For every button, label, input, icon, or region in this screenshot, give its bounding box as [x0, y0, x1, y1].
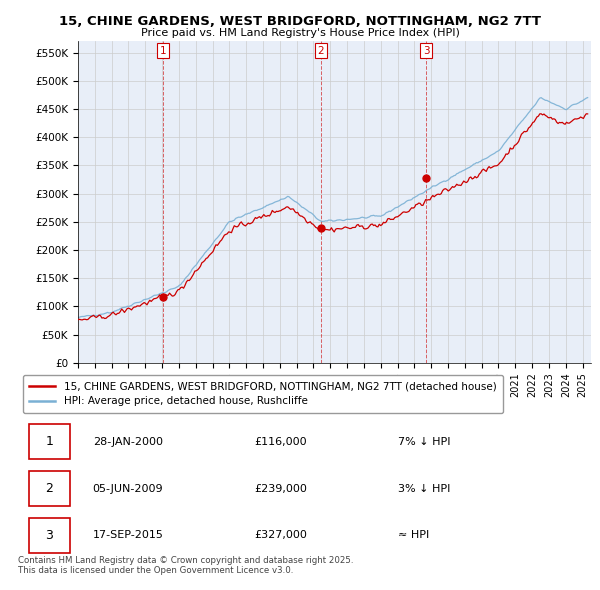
Text: 2: 2 [46, 482, 53, 495]
Text: £239,000: £239,000 [254, 484, 307, 493]
Text: £116,000: £116,000 [254, 437, 307, 447]
Text: Price paid vs. HM Land Registry's House Price Index (HPI): Price paid vs. HM Land Registry's House … [140, 28, 460, 38]
Text: 3% ↓ HPI: 3% ↓ HPI [398, 484, 450, 493]
Text: 2: 2 [317, 46, 324, 56]
Text: 05-JUN-2009: 05-JUN-2009 [92, 484, 163, 493]
Text: ≈ HPI: ≈ HPI [398, 530, 429, 540]
Text: 3: 3 [46, 529, 53, 542]
FancyBboxPatch shape [29, 424, 70, 460]
Legend: 15, CHINE GARDENS, WEST BRIDGFORD, NOTTINGHAM, NG2 7TT (detached house), HPI: Av: 15, CHINE GARDENS, WEST BRIDGFORD, NOTTI… [23, 375, 503, 412]
Text: Contains HM Land Registry data © Crown copyright and database right 2025.
This d: Contains HM Land Registry data © Crown c… [18, 556, 353, 575]
FancyBboxPatch shape [29, 471, 70, 506]
FancyBboxPatch shape [29, 517, 70, 553]
Text: 7% ↓ HPI: 7% ↓ HPI [398, 437, 451, 447]
Text: 28-JAN-2000: 28-JAN-2000 [92, 437, 163, 447]
Text: 1: 1 [46, 435, 53, 448]
Text: 3: 3 [423, 46, 430, 56]
Text: £327,000: £327,000 [254, 530, 307, 540]
Text: 1: 1 [160, 46, 167, 56]
Text: 15, CHINE GARDENS, WEST BRIDGFORD, NOTTINGHAM, NG2 7TT: 15, CHINE GARDENS, WEST BRIDGFORD, NOTTI… [59, 15, 541, 28]
Text: 17-SEP-2015: 17-SEP-2015 [92, 530, 164, 540]
